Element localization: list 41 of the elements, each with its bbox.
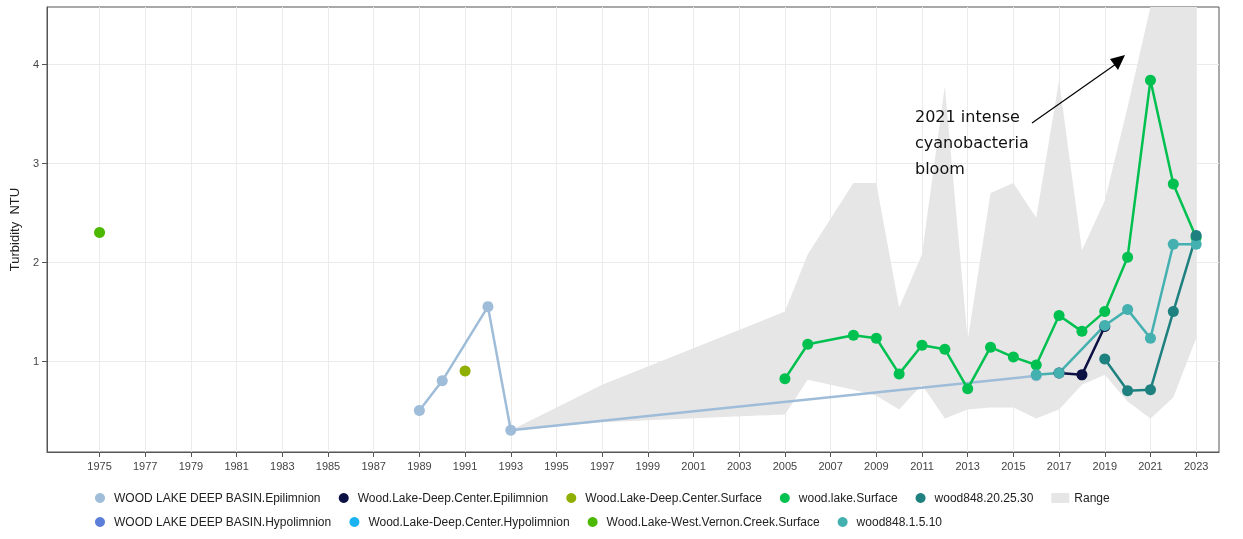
legend-label: WOOD LAKE DEEP BASIN.Hypolimnion xyxy=(114,515,332,529)
legend-label: WOOD LAKE DEEP BASIN.Epilimnion xyxy=(114,491,321,505)
legend-label: Wood.Lake-Deep.Center.Hypolimnion xyxy=(368,515,570,529)
x-tick-label: 1983 xyxy=(270,459,295,472)
legend-label: Wood.Lake-Deep.Center.Epilimnion xyxy=(357,491,549,505)
y-axis-title: Turbidity NTU xyxy=(7,187,22,272)
legend-label: Range xyxy=(1074,491,1110,505)
x-tick-label: 2021 xyxy=(1138,459,1163,472)
x-tick-label: 1989 xyxy=(407,459,432,472)
legend-label: wood.lake.Surface xyxy=(797,491,898,505)
y-tick-label: 1 xyxy=(32,355,39,368)
x-tick-label: 1979 xyxy=(178,459,204,472)
x-tick-label: 1985 xyxy=(315,459,341,472)
x-tick-label: 2015 xyxy=(1001,459,1026,472)
x-tick-label: 2023 xyxy=(1183,459,1209,472)
x-tick-label: 1991 xyxy=(452,459,478,472)
legend-label: Wood.Lake-Deep.Center.Surface xyxy=(585,491,763,505)
x-tick-label: 1997 xyxy=(589,459,615,472)
x-tick-label: 1977 xyxy=(133,459,158,472)
legend-label: wood848.20.25.30 xyxy=(933,491,1034,505)
annotation: 2021 intense cyanobacteria bloom xyxy=(915,106,1029,178)
y-tick-label: 4 xyxy=(32,58,39,71)
x-tick-label: 2009 xyxy=(864,459,889,472)
x-tick-label: 1995 xyxy=(544,459,569,472)
legend-label: Wood.Lake-West.Vernon.Creek.Surface xyxy=(606,515,820,529)
x-tick-label: 1975 xyxy=(87,459,112,472)
x-tick-label: 2013 xyxy=(955,459,980,472)
y-tick-label: 2 xyxy=(32,256,39,269)
y-tick-label: 3 xyxy=(32,157,39,170)
x-tick-label: 2019 xyxy=(1092,459,1118,472)
x-tick-label: 2003 xyxy=(726,459,752,472)
x-tick-label: 2007 xyxy=(818,459,843,472)
x-tick-label: 1981 xyxy=(224,459,249,472)
x-tick-label: 2017 xyxy=(1046,459,1072,472)
x-tick-label: 2011 xyxy=(910,459,934,472)
x-tick-label: 1993 xyxy=(498,459,524,472)
x-tick-label: 2005 xyxy=(772,459,798,472)
legend-label: wood848.1.5.10 xyxy=(855,515,943,529)
x-tick-label: 1987 xyxy=(361,459,386,472)
x-tick-label: 1999 xyxy=(635,459,661,472)
x-tick-label: 2001 xyxy=(681,459,706,472)
